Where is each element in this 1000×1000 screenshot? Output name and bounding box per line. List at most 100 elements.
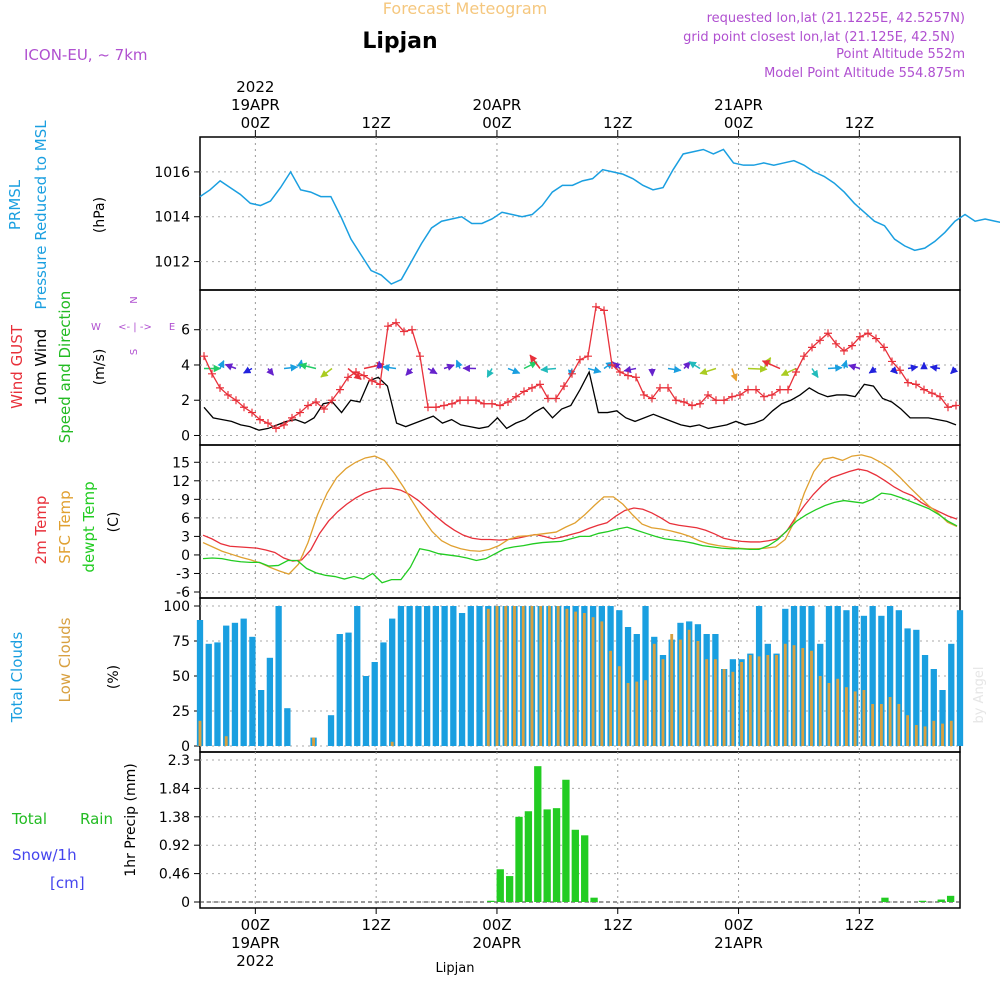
wind-gust-marker	[576, 355, 584, 364]
low-clouds-bar	[609, 650, 612, 746]
wind-gust-marker	[344, 373, 352, 382]
wind-gust-marker	[328, 396, 336, 405]
wind-gust-marker	[744, 385, 752, 394]
wind-panel: 0 2 4 6	[181, 289, 961, 446]
wind-unit: (m/s)	[92, 349, 108, 386]
wind-gust-marker	[232, 396, 240, 405]
total-clouds-bar	[432, 606, 440, 746]
top-time-label: 19APR	[231, 96, 280, 114]
bottom-time-label: 2022	[236, 952, 274, 970]
wind-direction-arrow	[950, 366, 959, 375]
low-clouds-bar	[827, 683, 831, 746]
wind-gust-marker	[624, 371, 632, 380]
wind-gust-marker	[568, 369, 576, 378]
compass-w: W	[91, 322, 101, 333]
pressure-label-prmsl: PRMSL	[6, 179, 24, 230]
low-clouds-bar	[836, 678, 840, 746]
total-clouds-bar	[913, 629, 920, 746]
wind-gust-marker	[528, 383, 536, 392]
low-clouds-bar	[871, 704, 875, 746]
bottom-time-label: 00Z	[724, 916, 753, 934]
wind-gust-marker	[768, 390, 776, 399]
total-clouds-bar	[415, 606, 422, 746]
point-altitude: Point Altitude 552m	[836, 47, 965, 62]
wind-gust-marker	[200, 352, 208, 361]
wind-gust-marker	[880, 343, 888, 352]
total-rain-label-rain: Rain	[80, 810, 113, 828]
y-tick-label: 1.38	[159, 810, 190, 826]
wind-direction-arrow	[688, 361, 701, 370]
wind-gust-marker	[816, 336, 824, 345]
wind-direction-arrow	[667, 365, 682, 374]
wind-direction-arrow	[780, 367, 797, 376]
top-time-label: 00Z	[482, 114, 511, 132]
wind-gust-marker	[664, 383, 672, 392]
low-clouds-bar	[600, 621, 604, 746]
y-tick-label: 1016	[154, 165, 190, 181]
total-clouds-bar	[196, 620, 204, 746]
total-clouds-bar	[284, 708, 291, 746]
wind-gust-marker	[560, 382, 568, 391]
total-clouds-bar	[825, 606, 833, 746]
low-clouds-bar	[521, 606, 525, 746]
y-tick-label: 2.3	[168, 753, 190, 769]
low-clouds-bar	[696, 641, 700, 746]
bottom-time-label: 12Z	[603, 916, 632, 934]
low-clouds-bar	[556, 606, 560, 746]
y-tick-label: 0	[181, 895, 190, 911]
top-time-label: 00Z	[724, 114, 753, 132]
wind-direction-arrow	[381, 363, 397, 372]
rain-bar	[515, 816, 523, 902]
wind-direction-arrow	[405, 367, 414, 376]
panel-frame	[199, 444, 961, 599]
rain-bar	[534, 766, 542, 902]
wind-direction-arrow	[868, 366, 878, 374]
y-tick-label: -6	[176, 585, 190, 601]
wind-gust-label: Wind GUST	[8, 324, 26, 409]
wind-direction-arrow	[266, 367, 275, 376]
wind-gust-marker	[696, 399, 704, 408]
wind-gust-marker	[352, 368, 360, 377]
wind-direction-arrow	[320, 367, 333, 378]
wind-direction-arrow	[298, 362, 317, 370]
total-clouds-label: Total Clouds	[8, 632, 26, 724]
y-tick-label: 25	[172, 704, 190, 720]
total-clouds-bar	[258, 690, 265, 746]
wind-gust-marker	[720, 396, 728, 405]
bottom-time-label: 19APR	[231, 934, 280, 952]
y-tick-label: 0.46	[159, 867, 190, 883]
total-clouds-bar	[406, 606, 413, 746]
total-clouds-bar	[476, 606, 483, 746]
wind-gust-marker	[256, 415, 264, 424]
wind-gust-marker	[224, 390, 232, 399]
wind-gust-marker	[400, 327, 408, 336]
top-time-label: 12Z	[361, 114, 390, 132]
rain-bar	[881, 897, 889, 902]
rain-bar	[937, 899, 945, 902]
total-clouds-bar	[423, 606, 431, 746]
wind-gust-marker	[216, 383, 224, 392]
low-clouds-bar	[949, 720, 953, 746]
wind-direction-arrow	[347, 367, 362, 380]
wind-gust-marker	[608, 360, 616, 369]
wind-gust-marker	[736, 390, 744, 399]
rain-bar	[571, 829, 579, 902]
wind-gust-marker	[760, 392, 768, 401]
low-clouds-bar	[574, 611, 578, 746]
low-clouds-bar	[705, 659, 709, 746]
low-clouds-bar	[897, 704, 901, 746]
total-clouds-bar	[354, 606, 361, 746]
wind-gust-marker	[416, 352, 424, 361]
low-clouds-bar	[198, 720, 202, 746]
wind-gust-marker	[632, 373, 640, 382]
wind-gust-marker	[408, 325, 416, 334]
total-clouds-bar	[843, 610, 850, 746]
low-clouds-bar	[390, 741, 394, 746]
wind-gust-marker	[584, 352, 592, 361]
wind-gust-marker	[928, 389, 936, 398]
total-clouds-bar	[869, 606, 876, 746]
wind-gust-marker	[712, 396, 720, 405]
grid-point-coords: grid point closest lon,lat (21.125E, 42.…	[683, 30, 955, 45]
wind-direction-arrow	[455, 359, 463, 369]
